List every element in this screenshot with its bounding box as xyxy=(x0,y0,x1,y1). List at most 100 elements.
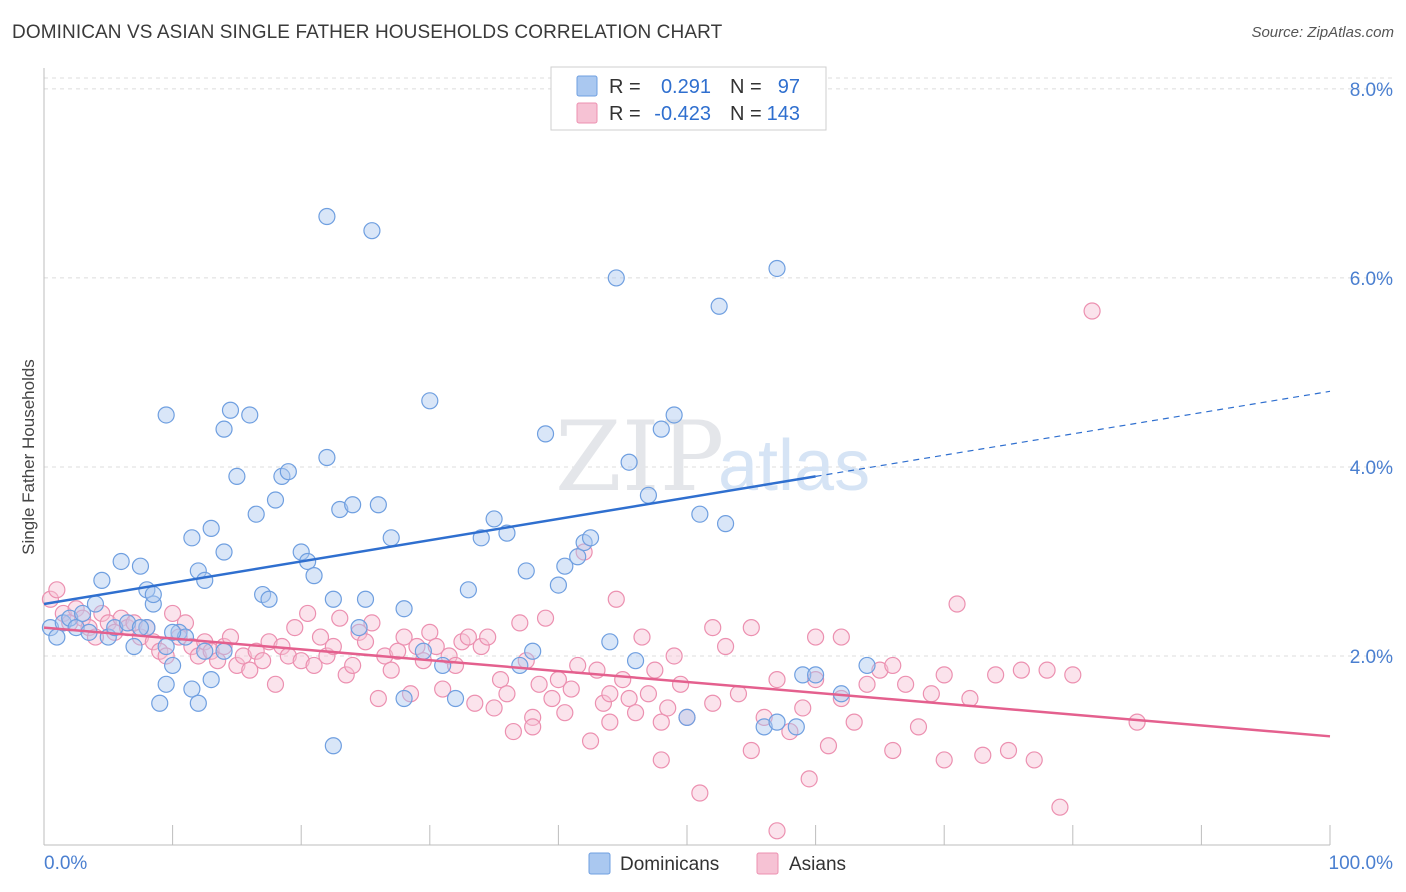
asians-point xyxy=(524,718,542,736)
asians-point xyxy=(646,661,664,679)
asians-point xyxy=(1038,661,1056,679)
asians-point xyxy=(221,628,240,646)
y-axis-label: Single Father Households xyxy=(19,359,38,555)
dominicans-point xyxy=(549,576,568,594)
dominicans-point xyxy=(472,529,490,547)
legend-n-label-2: N = xyxy=(730,103,762,125)
bottom-legend-swatch-dominicans xyxy=(588,852,611,875)
dominicans-point xyxy=(536,425,555,443)
dominicans-point xyxy=(157,637,175,656)
dominicans-point xyxy=(414,642,432,660)
asians-point xyxy=(254,652,272,670)
asians-point xyxy=(935,751,953,769)
bottom-legend-asians: Asians xyxy=(789,854,846,875)
y-tick-labels: 2.0% 4.0% 6.0% 8.0% xyxy=(1350,80,1393,668)
series-asians xyxy=(41,302,1146,840)
asians-point xyxy=(543,689,561,708)
y-tick-label: 8.0% xyxy=(1350,80,1393,101)
asians-point xyxy=(299,604,317,623)
asians-point xyxy=(1083,302,1101,320)
dominicans-point xyxy=(858,656,876,675)
asians-point xyxy=(999,741,1018,760)
asians-point xyxy=(73,609,92,627)
asians-point xyxy=(479,628,497,646)
asians-point xyxy=(871,661,889,679)
dominicans-point xyxy=(260,590,278,608)
dominicans-point xyxy=(806,666,825,684)
asians-point xyxy=(806,671,825,689)
dominicans-point xyxy=(215,642,233,660)
asians-trend-line xyxy=(43,626,1331,738)
asians-point xyxy=(421,623,439,641)
chart-title: DOMINICAN VS ASIAN SINGLE FATHER HOUSEHO… xyxy=(12,22,723,43)
asians-point xyxy=(742,619,760,637)
dominicans-point xyxy=(581,529,600,547)
dominicans-point xyxy=(678,708,696,727)
dominicans-point xyxy=(215,543,233,561)
bottom-legend-swatch-asians xyxy=(756,852,779,875)
dominicans-point xyxy=(459,581,477,599)
asians-point xyxy=(1128,713,1146,731)
asians-point xyxy=(48,581,66,599)
legend-n-label-1: N = xyxy=(730,76,762,98)
legend-r-label-2: R = xyxy=(609,103,641,125)
asians-point xyxy=(369,689,387,708)
dominicans-point xyxy=(395,600,413,618)
dominicans-point xyxy=(215,420,233,438)
asians-point xyxy=(601,685,619,703)
dominicans-point xyxy=(318,448,336,467)
legend-n-value-2: 143 xyxy=(767,103,800,125)
asians-point xyxy=(691,784,709,802)
asians-point xyxy=(311,628,330,646)
asians-point xyxy=(395,628,413,646)
legend-r-value-2: -0.423 xyxy=(654,103,711,125)
dominicans-point xyxy=(485,510,503,528)
asians-point xyxy=(331,609,349,627)
dominicans-point xyxy=(344,496,362,514)
asians-point xyxy=(157,647,175,665)
asians-point xyxy=(626,704,645,722)
dominicans-point xyxy=(164,623,182,641)
legend-swatch-asians xyxy=(576,102,598,124)
dominicans-point xyxy=(324,590,342,608)
asians-point xyxy=(1051,798,1069,816)
asians-point xyxy=(344,656,362,675)
dominicans-point xyxy=(266,491,285,509)
asians-point xyxy=(234,647,252,665)
dominicans-point xyxy=(196,642,214,660)
asians-point xyxy=(620,689,638,708)
dominicans-point xyxy=(446,689,465,708)
axes xyxy=(43,68,1331,846)
legend-swatch-dominicans xyxy=(576,75,598,97)
dominicans-point xyxy=(106,619,124,637)
asians-point xyxy=(504,722,522,741)
dominicans-point xyxy=(382,529,400,547)
asians-point xyxy=(556,704,574,722)
dominicans-point xyxy=(189,694,207,712)
dominicans-point xyxy=(196,571,214,589)
asians-point xyxy=(607,590,625,608)
dominicans-point xyxy=(241,406,259,424)
asians-point xyxy=(164,604,182,623)
dominicans-point xyxy=(524,642,542,660)
asians-point xyxy=(305,656,323,675)
asians-point xyxy=(742,741,760,760)
asians-point xyxy=(202,642,220,660)
x-tick-min: 0.0% xyxy=(44,853,87,874)
asians-point xyxy=(832,628,850,646)
asians-point xyxy=(524,708,542,727)
asians-point xyxy=(266,675,285,693)
asians-point xyxy=(337,666,355,684)
legend: R = 0.291 N = 97 R = -0.423 N = 143 xyxy=(550,66,827,131)
dominicans-point xyxy=(202,519,220,537)
dominicans-point xyxy=(183,680,201,698)
dominicans-point xyxy=(125,637,143,656)
asians-point xyxy=(922,685,940,703)
asians-point xyxy=(581,732,600,750)
asians-point xyxy=(768,822,786,840)
y-tick-label: 4.0% xyxy=(1350,458,1393,479)
asians-point xyxy=(806,628,825,646)
asians-point xyxy=(350,623,368,641)
dominicans-point xyxy=(626,652,645,670)
